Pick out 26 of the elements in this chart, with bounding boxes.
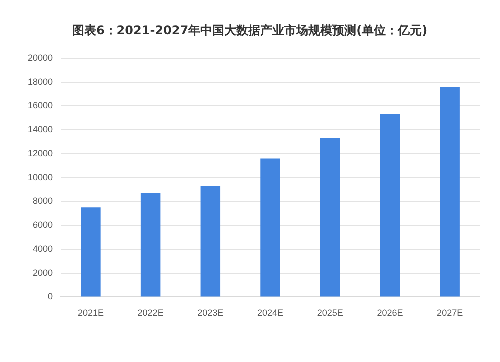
y-tick-label: 12000: [28, 148, 54, 158]
x-tick-label: 2026E: [377, 308, 404, 318]
y-tick-label: 10000: [28, 172, 54, 182]
bar: [440, 87, 460, 297]
bar: [320, 138, 340, 297]
y-tick-label: 2000: [32, 268, 54, 278]
y-tick-label: 8000: [32, 196, 54, 206]
x-tick-label: 2022E: [138, 308, 164, 318]
y-tick-label: 14000: [28, 124, 54, 135]
chart-title: 图表6：2021-2027年中国大数据产业市场规模预测(单位：亿元): [72, 23, 428, 38]
x-tick-label: 2024E: [258, 308, 284, 318]
bar: [140, 193, 161, 297]
x-tick-label: 2025E: [317, 308, 344, 318]
y-tick-label: 20000: [28, 52, 54, 63]
bar: [380, 114, 400, 297]
bar: [260, 158, 280, 297]
x-tick-label: 2027E: [437, 308, 464, 318]
y-tick-label: 18000: [28, 76, 54, 87]
bar: [81, 208, 101, 297]
y-tick-label: 16000: [28, 100, 54, 111]
y-tick-label: 0: [48, 292, 54, 302]
x-tick-label: 2021E: [78, 308, 104, 318]
bar: [200, 186, 221, 297]
y-tick-label: 6000: [32, 220, 54, 230]
y-tick-label: 4000: [32, 244, 54, 254]
x-tick-label: 2023E: [198, 308, 224, 318]
